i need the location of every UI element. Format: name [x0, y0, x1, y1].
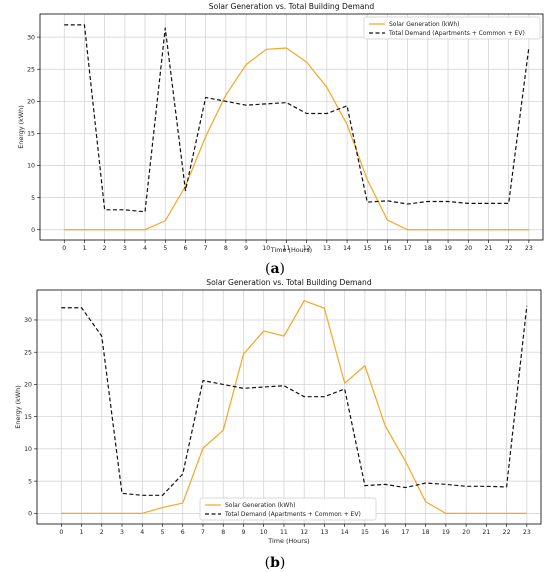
y-tick-label: 15: [24, 414, 32, 421]
x-tick-label: 20: [464, 245, 472, 252]
chart-title: Solar Generation vs. Total Building Dema…: [209, 2, 375, 11]
x-axis-label: Time (Hours): [270, 246, 312, 254]
legend: Solar Generation (kWh) Total Demand (Apar…: [199, 497, 377, 521]
y-tick-label: 0: [31, 227, 35, 234]
x-tick-label: 4: [140, 529, 144, 536]
total-demand-line: [61, 305, 528, 496]
panel-caption-b: (b): [265, 555, 286, 571]
y-tick-label: 5: [31, 195, 35, 202]
x-tick-label: 15: [361, 529, 369, 536]
x-tick-label: 7: [204, 245, 208, 252]
x-tick-label: 9: [244, 245, 248, 252]
x-tick-label: 10: [262, 245, 270, 252]
legend: Solar Generation (kWh) Total Demand (Apar…: [363, 16, 541, 40]
y-tick-label: 10: [27, 163, 35, 170]
x-tick-label: 22: [505, 245, 513, 252]
x-tick-label: 12: [300, 529, 308, 536]
total-demand-line: [64, 24, 530, 213]
y-tick-label: 30: [27, 34, 35, 41]
x-tick-label: 5: [161, 529, 165, 536]
y-tick-label: 25: [27, 66, 35, 73]
x-tick-label: 6: [181, 529, 185, 536]
x-tick-label: 7: [201, 529, 205, 536]
y-tick-label: 15: [27, 131, 35, 138]
x-tick-label: 18: [422, 529, 430, 536]
x-tick-label: 2: [103, 245, 107, 252]
x-tick-label: 14: [341, 529, 349, 536]
x-tick-label: 18: [424, 245, 432, 252]
x-tick-label: 17: [404, 245, 412, 252]
x-tick-label: 8: [221, 529, 225, 536]
x-tick-label: 19: [444, 245, 452, 252]
legend-label-demand: Total Demand (Apartments + Common + EV): [388, 30, 525, 37]
x-tick-label: 10: [260, 529, 268, 536]
chart-a: 0 1 2 3 4 5 6 7 8 9 10 11 12 13 14 15 16 17 18 19 20 21 22 2305…: [17, 2, 544, 254]
x-tick-label: 3: [120, 529, 124, 536]
x-tick-label: 21: [485, 245, 493, 252]
y-tick-label: 25: [24, 349, 32, 356]
x-tick-label: 2: [100, 529, 104, 536]
x-tick-label: 3: [123, 245, 127, 252]
x-tick-label: 11: [280, 529, 288, 536]
chart-b: 0 1 2 3 4 5 6 7 8 9 10 11 12 13 14 15 16 17 18 19 20 21 22 2305…: [14, 278, 542, 545]
x-tick-label: 15: [363, 245, 371, 252]
x-tick-label: 1: [82, 245, 86, 252]
x-axis-label: Time (Hours): [267, 537, 309, 545]
legend-box: [363, 16, 541, 40]
x-tick-label: 6: [183, 245, 187, 252]
x-tick-label: 4: [143, 245, 147, 252]
x-tick-label: 13: [320, 529, 328, 536]
y-axis-label: Energy (kWh): [14, 385, 22, 428]
x-tick-label: 16: [384, 245, 392, 252]
plot-frame: [36, 289, 542, 525]
x-tick-label: 14: [343, 245, 351, 252]
x-tick-label: 20: [462, 529, 470, 536]
x-tick-label: 11: [283, 245, 291, 252]
x-tick-label: 21: [482, 529, 490, 536]
x-tick-label: 19: [442, 529, 450, 536]
x-tick-label: 23: [525, 245, 533, 252]
y-tick-label: 10: [24, 446, 32, 453]
solar-generation-line: [64, 47, 529, 231]
legend-box: [199, 497, 377, 521]
x-tick-label: 5: [163, 245, 167, 252]
x-tick-label: 8: [224, 245, 228, 252]
plot-frame: [39, 13, 544, 241]
x-tick-label: 23: [523, 529, 531, 536]
panel-caption-a: (a): [265, 261, 285, 277]
legend-label-demand: Total Demand (Apartments + Common + EV): [224, 511, 361, 518]
y-tick-label: 0: [28, 511, 32, 518]
legend-label-solar: Solar Generation (kWh): [225, 502, 295, 509]
x-tick-label: 17: [401, 529, 409, 536]
solar-generation-line: [61, 300, 527, 514]
x-tick-label: 0: [62, 245, 66, 252]
legend-label-solar: Solar Generation (kWh): [389, 21, 459, 28]
y-tick-label: 20: [24, 382, 32, 389]
y-tick-label: 30: [24, 317, 32, 324]
x-tick-label: 0: [59, 529, 63, 536]
x-tick-label: 12: [303, 245, 311, 252]
x-tick-label: 1: [80, 529, 84, 536]
y-axis-label: Energy (kWh): [17, 105, 25, 148]
x-tick-label: 22: [503, 529, 511, 536]
y-tick-label: 5: [28, 478, 32, 485]
x-tick-label: 9: [241, 529, 245, 536]
x-tick-label: 13: [323, 245, 331, 252]
x-tick-label: 16: [381, 529, 389, 536]
y-tick-label: 20: [27, 99, 35, 106]
chart-title: Solar Generation vs. Total Building Dema…: [206, 278, 372, 287]
